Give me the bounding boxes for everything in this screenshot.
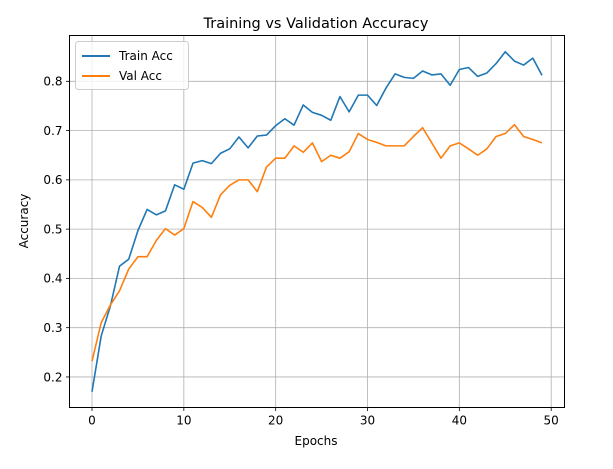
x-tick-label: 20 bbox=[268, 414, 283, 428]
series-line-val bbox=[91, 123, 543, 362]
y-tick-label: 0.7 bbox=[43, 124, 62, 138]
plot-frame bbox=[69, 35, 565, 408]
x-tick-label: 0 bbox=[88, 414, 96, 428]
legend-label-train: Train Acc bbox=[118, 49, 173, 63]
y-tick-label: 0.6 bbox=[43, 173, 62, 187]
legend-box bbox=[75, 41, 189, 90]
y-tick-label: 0.2 bbox=[43, 370, 62, 384]
x-axis-label: Epochs bbox=[295, 434, 338, 448]
legend: Train Acc Val Acc bbox=[75, 41, 189, 90]
x-tick-label: 30 bbox=[360, 414, 375, 428]
x-tick-label: 10 bbox=[176, 414, 191, 428]
x-tick-label: 40 bbox=[452, 414, 467, 428]
grid bbox=[69, 35, 565, 408]
y-tick-label: 0.4 bbox=[43, 272, 62, 286]
y-axis: 0.2 0.3 0.4 0.5 0.6 0.7 0.8 bbox=[43, 75, 70, 384]
series-lines bbox=[91, 50, 543, 392]
y-tick-label: 0.5 bbox=[43, 222, 62, 236]
series-line-train bbox=[91, 50, 543, 392]
y-tick-label: 0.8 bbox=[43, 75, 62, 89]
legend-label-val: Val Acc bbox=[119, 69, 162, 83]
x-tick-label: 50 bbox=[544, 414, 559, 428]
y-axis-label: Accuracy bbox=[17, 194, 31, 249]
chart-title: Training vs Validation Accuracy bbox=[203, 16, 429, 32]
x-axis: 0 10 20 30 40 50 bbox=[88, 407, 559, 428]
y-tick-label: 0.3 bbox=[43, 321, 62, 335]
